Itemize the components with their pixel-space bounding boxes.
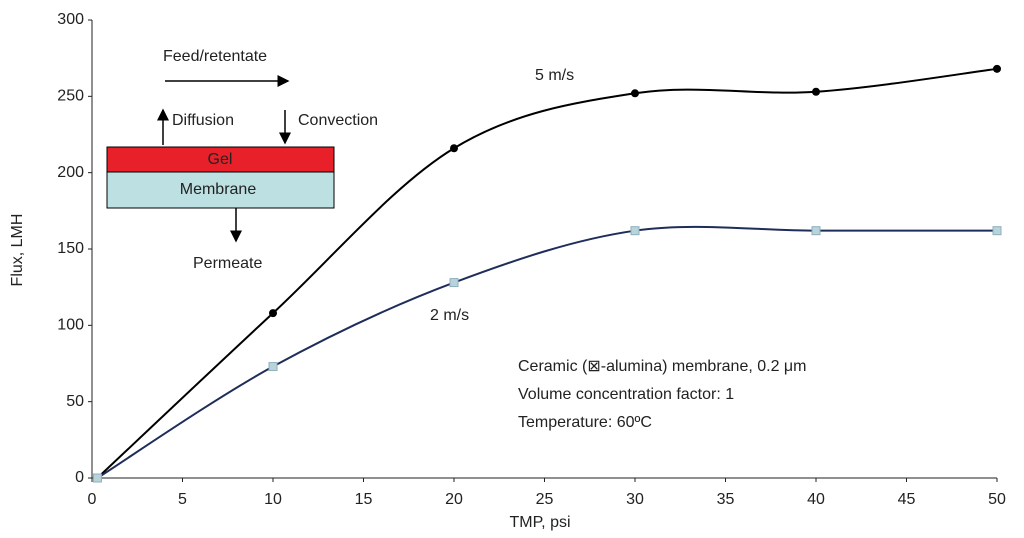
diagram-out: Permeate xyxy=(193,255,262,272)
note: Temperature: 60ºC xyxy=(518,414,652,431)
x-tick-label: 10 xyxy=(264,491,282,508)
point xyxy=(268,362,278,372)
x-tick-label: 0 xyxy=(88,491,97,508)
series-line xyxy=(96,67,998,479)
point xyxy=(993,64,1001,73)
y-tick-label: 100 xyxy=(57,317,84,334)
membrane-layer xyxy=(106,171,335,209)
point xyxy=(92,473,102,483)
x-tick-label: 50 xyxy=(988,491,1006,508)
point xyxy=(450,144,458,153)
series-line xyxy=(96,225,997,479)
point xyxy=(630,226,640,236)
x-tick-label: 15 xyxy=(355,491,373,508)
x-tick-label: 45 xyxy=(898,491,916,508)
point xyxy=(811,226,821,236)
y-tick-label: 300 xyxy=(57,11,84,28)
diagram: Feed/retentate Diffusion Convection Gel … xyxy=(106,48,378,272)
y-tick-label: 0 xyxy=(75,469,84,486)
y-axis-label: Flux, LMH xyxy=(9,214,26,287)
diagram-down: Convection xyxy=(298,112,378,129)
point xyxy=(269,309,277,318)
x-tick-label: 25 xyxy=(536,491,554,508)
x-tick-label: 30 xyxy=(626,491,644,508)
point xyxy=(992,226,1002,236)
note: Volume concentration factor: 1 xyxy=(518,386,734,403)
diagram-up: Diffusion xyxy=(172,112,234,129)
x-tick-label: 35 xyxy=(717,491,735,508)
point xyxy=(631,89,639,98)
gel-layer xyxy=(106,146,335,173)
diagram-top-layer: Gel xyxy=(208,151,233,168)
y-tick-label: 200 xyxy=(57,164,84,181)
y-tick-label: 150 xyxy=(57,240,84,257)
diagram-bottom-layer: Membrane xyxy=(180,181,257,198)
diagram-flow: Feed/retentate xyxy=(163,48,267,65)
note: Ceramic (⊠-alumina) membrane, 0.2 μm xyxy=(518,358,806,375)
series-label: 5 m/s xyxy=(535,67,574,84)
x-tick-label: 40 xyxy=(807,491,825,508)
x-axis-label: TMP, psi xyxy=(509,514,570,531)
point xyxy=(449,278,459,288)
point xyxy=(812,87,820,96)
x-tick-label: 20 xyxy=(445,491,463,508)
y-tick-label: 250 xyxy=(57,88,84,105)
x-tick-label: 5 xyxy=(178,491,187,508)
y-tick-label: 50 xyxy=(66,393,84,410)
series-label: 2 m/s xyxy=(430,307,469,324)
